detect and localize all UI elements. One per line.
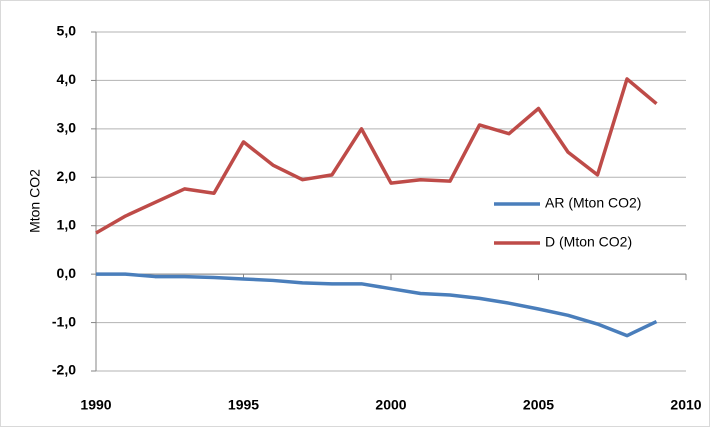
y-tick-label: 4,0	[57, 71, 77, 87]
series-line	[96, 272, 658, 338]
y-tick-label: 1,0	[57, 216, 77, 232]
legend-label: D (Mton CO2)	[545, 234, 632, 250]
y-axis-label: Mton CO2	[27, 169, 43, 233]
series-line	[95, 77, 658, 235]
x-tick-label: 1990	[80, 397, 111, 413]
y-tick-label: 3,0	[57, 120, 77, 136]
y-tick-label: 0,0	[57, 265, 77, 281]
y-tick-label: -2,0	[52, 362, 76, 378]
x-tick-label: 2005	[523, 397, 554, 413]
y-tick-label: -1,0	[52, 313, 76, 329]
x-tick-label: 2000	[375, 397, 406, 413]
x-tick-label: 1995	[228, 397, 259, 413]
legend-label: AR (Mton CO2)	[545, 195, 641, 211]
y-tick-label: 2,0	[57, 168, 77, 184]
y-tick-label: 5,0	[57, 23, 77, 39]
x-tick-label: 2010	[670, 397, 701, 413]
